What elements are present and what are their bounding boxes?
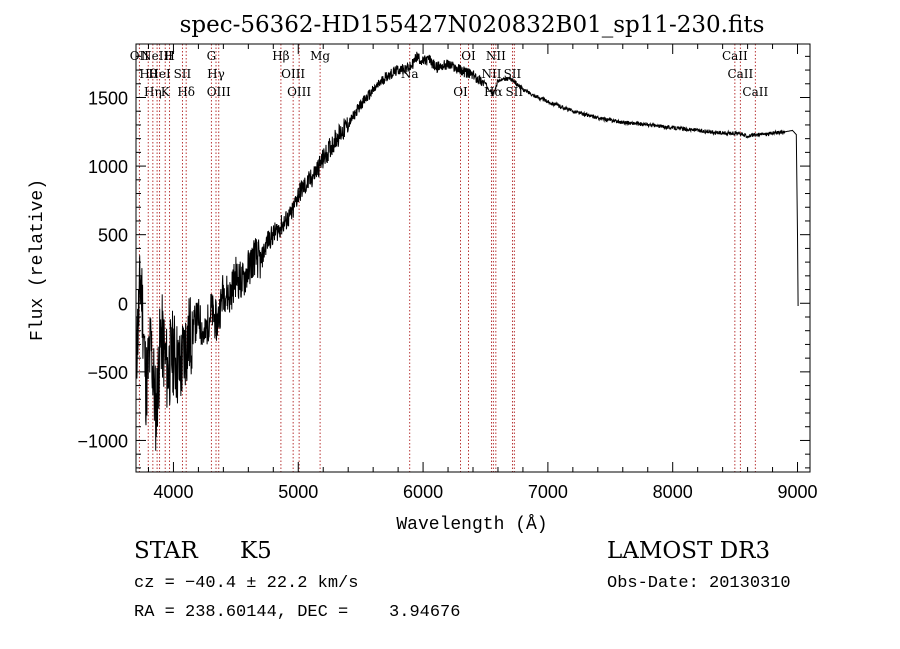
line-label: Hβ [272, 49, 289, 63]
spectral-line-labels: OIIHθHηNeIIIHeIKHSIIHδGHγOIIIHβOIIIOIIIM… [130, 49, 769, 99]
x-tick-label: 9000 [777, 482, 817, 502]
y-tick-label: −1000 [77, 431, 128, 451]
line-label: H [164, 49, 174, 63]
x-tick-label: 7000 [528, 482, 568, 502]
line-label: Hη [144, 85, 162, 99]
line-label: HeI [148, 67, 171, 81]
y-tick-label: 500 [98, 226, 128, 246]
line-label: CaII [742, 85, 768, 99]
x-axis-label: Wavelength (Å) [396, 514, 547, 535]
line-label: NII [486, 49, 506, 63]
redshift-cz: cz = −40.4 ± 22.2 km/s [134, 574, 359, 593]
x-tick-label: 4000 [153, 482, 193, 502]
line-label: Hθ [139, 67, 157, 81]
spectral-line-markers [138, 44, 756, 472]
x-axis-ticks: 4000 5000 6000 7000 8000 9000 [147, 44, 818, 502]
line-label: NII [481, 67, 501, 81]
y-tick-label: 1500 [88, 89, 128, 109]
line-label: Hγ [207, 67, 225, 81]
y-axis-ticks: −1000 −500 0 500 1000 1500 [77, 55, 810, 469]
coordinates: RA = 238.60144, DEC = 3.94676 [134, 603, 461, 622]
line-label: NeIII [141, 49, 173, 63]
plot-frame [135, 43, 811, 473]
line-label: K [161, 85, 171, 99]
x-tick-label: 8000 [653, 482, 693, 502]
line-label: SII [505, 85, 523, 99]
line-label: OIII [207, 85, 231, 99]
x-tick-label: 5000 [278, 482, 318, 502]
chart-title: spec-56362-HD155427N020832B01_sp11-230.f… [180, 12, 765, 38]
y-axis-label: Flux (relative) [28, 179, 48, 341]
line-label: Mg [310, 49, 330, 63]
x-tick-label: 6000 [403, 482, 443, 502]
line-label: SII [174, 67, 192, 81]
line-label: OI [461, 49, 476, 63]
line-label: OIII [287, 85, 311, 99]
line-label: OIII [281, 67, 305, 81]
survey-name: LAMOST DR3 [607, 538, 771, 564]
object-subclass: K5 [240, 538, 272, 564]
line-label: Hδ [177, 85, 195, 99]
y-tick-label: 0 [118, 294, 128, 314]
y-tick-label: −500 [87, 363, 128, 383]
y-tick-label: 1000 [88, 157, 128, 177]
line-label: OI [453, 85, 468, 99]
observation-date: Obs-Date: 20130310 [607, 574, 791, 593]
spectrum-chart: spec-56362-HD155427N020832B01_sp11-230.f… [28, 12, 818, 535]
line-label: CaII [727, 67, 753, 81]
line-label: CaII [722, 49, 748, 63]
flux-series-line [135, 51, 799, 451]
object-class: STAR [134, 538, 198, 564]
line-label: G [207, 49, 217, 63]
